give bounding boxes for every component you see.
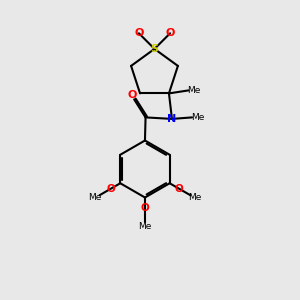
Text: S: S [151,44,158,54]
Text: O: O [106,184,115,194]
Text: Me: Me [191,113,204,122]
Text: N: N [167,114,177,124]
Text: Me: Me [138,222,152,231]
Text: O: O [175,184,183,194]
Text: O: O [134,28,144,38]
Text: Me: Me [188,194,202,202]
Text: O: O [165,28,175,38]
Text: Me: Me [88,194,101,202]
Text: Me: Me [187,86,200,95]
Text: O: O [141,203,149,213]
Text: O: O [127,90,136,100]
